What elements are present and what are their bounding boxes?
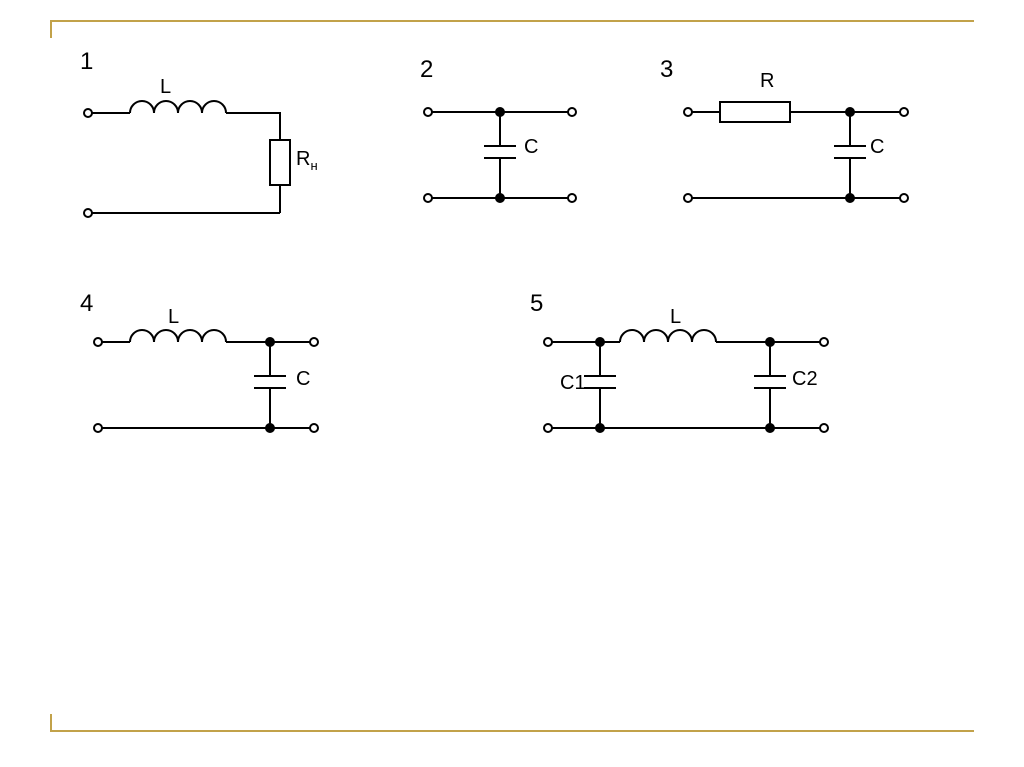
circuit-5-number: 5 bbox=[530, 290, 543, 318]
circuit-4-C-label: C bbox=[296, 368, 310, 391]
circuit-4-number: 4 bbox=[80, 290, 93, 318]
top-rule-tick bbox=[50, 20, 52, 38]
circuit-4 bbox=[90, 318, 360, 468]
circuit-5-C2-label: C2 bbox=[792, 368, 818, 391]
circuit-3-number: 3 bbox=[660, 56, 673, 84]
circuit-1-number: 1 bbox=[80, 48, 93, 76]
circuit-3-R-label: R bbox=[760, 70, 774, 93]
circuit-5-L-label: L bbox=[670, 306, 681, 329]
circuit-2 bbox=[420, 88, 620, 238]
bottom-rule bbox=[50, 730, 974, 732]
circuit-3 bbox=[680, 88, 940, 238]
circuit-5 bbox=[540, 318, 860, 468]
circuit-3-C-label: C bbox=[870, 136, 884, 159]
circuit-2-C-label: C bbox=[524, 136, 538, 159]
circuit-1-Rn-label: Rн bbox=[296, 148, 318, 173]
circuit-5-C1-label: C1 bbox=[560, 372, 586, 395]
circuit-1 bbox=[80, 85, 380, 255]
circuit-2-number: 2 bbox=[420, 56, 433, 84]
circuit-1-L-label: L bbox=[160, 76, 171, 99]
circuit-4-L-label: L bbox=[168, 306, 179, 329]
top-rule bbox=[50, 20, 974, 22]
bottom-rule-tick bbox=[50, 714, 52, 732]
